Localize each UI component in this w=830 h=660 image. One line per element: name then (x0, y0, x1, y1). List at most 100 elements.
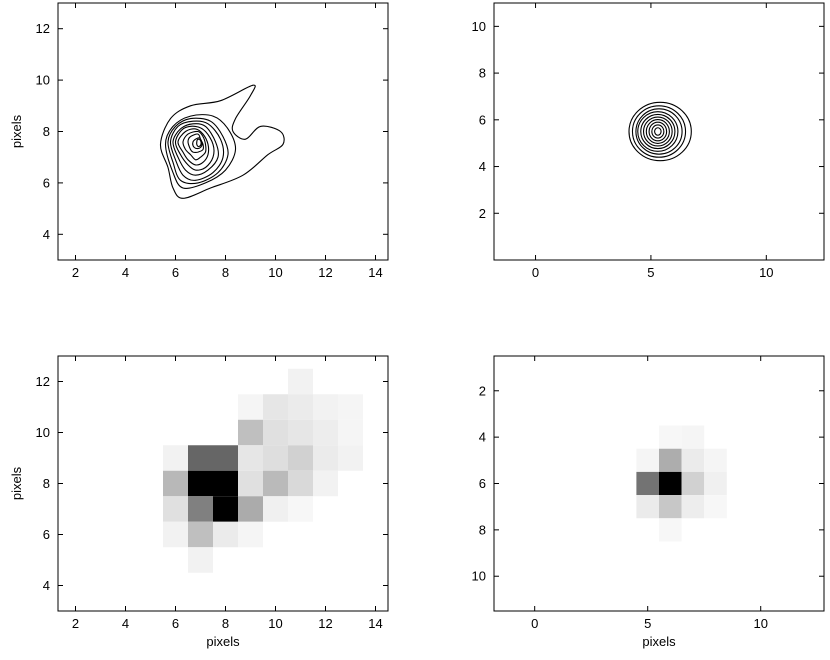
heatmap-cell (659, 495, 682, 519)
heatmap-cell (681, 448, 705, 472)
y-tick-label: 2 (479, 206, 486, 221)
heatmap-cell (188, 547, 213, 573)
x-tick-label: 8 (222, 616, 229, 631)
heatmap-cell (238, 521, 263, 548)
heatmap-cell (313, 419, 338, 446)
heatmap-cell (659, 425, 682, 449)
plot-area (163, 368, 363, 573)
plot-area (636, 425, 727, 542)
x-tick-label: 8 (222, 265, 229, 280)
heatmap-cell (263, 394, 288, 420)
heatmap-cell (288, 368, 313, 395)
plot-area (628, 101, 692, 162)
heatmap-cell (704, 448, 727, 472)
heatmap-cell (288, 394, 313, 420)
heatmap-cell (288, 445, 313, 471)
heatmap-cell (288, 419, 313, 446)
heatmap-cell (681, 425, 705, 449)
x-tick-label: 10 (759, 265, 773, 280)
contour-line (159, 84, 285, 199)
heatmap-cell (163, 470, 188, 497)
heatmap-cell (213, 445, 238, 471)
y-tick-label: 10 (36, 73, 50, 88)
contour-line (177, 128, 210, 166)
heatmap-cell (213, 521, 238, 548)
heatmap-cell (288, 470, 313, 497)
heatmap-cell (188, 521, 213, 548)
contour-line (648, 121, 668, 142)
x-tick-label: 6 (172, 616, 179, 631)
panel-bottom-right: 0 5 10 2 4 6 8 10 pixels (472, 355, 825, 649)
contour-line (174, 125, 215, 171)
heatmap-cell (263, 470, 288, 497)
y-tick-label: 4 (479, 159, 486, 174)
y-tick-label: 4 (43, 578, 50, 593)
heatmap-cell (338, 394, 363, 420)
y-tick-label: 6 (43, 527, 50, 542)
plot-area (159, 84, 285, 199)
x-tick-label: 10 (268, 616, 282, 631)
contour-line (637, 111, 679, 152)
heatmap-cell (313, 394, 338, 420)
heatmap-cell (338, 445, 363, 471)
y-tick-label: 6 (43, 175, 50, 190)
contour-line (169, 120, 225, 181)
y-tick-label: 10 (36, 425, 50, 440)
heatmap-cell (681, 495, 705, 519)
y-axis-label: pixels (9, 466, 24, 500)
contour-line (635, 108, 683, 155)
heatmap-cell (238, 470, 263, 497)
heatmap-cell (213, 470, 238, 497)
y-tick-label: 10 (472, 569, 486, 584)
contour-line (192, 137, 203, 150)
contour-line (654, 127, 662, 136)
heatmap-cell (238, 394, 263, 420)
y-tick-label: 4 (43, 227, 50, 242)
y-tick-label: 12 (36, 21, 50, 36)
x-tick-label: 0 (531, 616, 538, 631)
heatmap-cell (636, 495, 659, 519)
heatmap-cell (238, 496, 263, 522)
heatmap-cell (188, 496, 213, 522)
heatmap-cell (681, 471, 705, 496)
contour-line (167, 117, 229, 185)
heatmap-cell (263, 445, 288, 471)
x-tick-label: 4 (122, 616, 129, 631)
x-axis-label: pixels (642, 634, 676, 649)
x-tick-label: 10 (268, 265, 282, 280)
contour-line (651, 124, 665, 139)
y-tick-label: 8 (479, 522, 486, 537)
contour-line (642, 116, 673, 147)
y-tick-label: 8 (43, 476, 50, 491)
contour-line (196, 138, 202, 148)
heatmap-cell (313, 445, 338, 471)
heatmap-cell (188, 445, 213, 471)
heatmap-cell (338, 419, 363, 446)
heatmap-cell (636, 448, 659, 472)
y-tick-label: 10 (472, 19, 486, 34)
y-tick-label: 6 (479, 112, 486, 127)
heatmap-cell (163, 445, 188, 471)
y-tick-label: 12 (36, 374, 50, 389)
contour-line (187, 133, 205, 153)
x-tick-label: 14 (368, 616, 382, 631)
x-tick-label: 6 (172, 265, 179, 280)
contour-line (628, 101, 692, 162)
x-tick-label: 5 (647, 265, 654, 280)
heatmap-cell (659, 471, 682, 496)
heatmap-cell (313, 470, 338, 497)
contour-line (182, 130, 207, 161)
heatmap-cell (213, 496, 238, 522)
panel-top-right: 0 5 10 2 4 6 8 10 (472, 2, 825, 280)
x-axis-label: pixels (206, 634, 240, 649)
x-tick-label: 14 (368, 265, 382, 280)
x-tick-label: 4 (122, 265, 129, 280)
axes-frame (493, 2, 825, 261)
contour-line (640, 113, 676, 150)
y-tick-label: 6 (479, 476, 486, 491)
panel-bottom-left: 2 4 6 8 10 12 14 4 6 8 10 12 pixels pixels (9, 355, 389, 649)
panel-top-left: 2 4 6 8 10 12 14 4 6 8 10 12 pixels (9, 2, 389, 280)
heatmap-cell (163, 521, 188, 548)
y-axis-label: pixels (9, 114, 24, 148)
x-tick-label: 2 (72, 616, 79, 631)
